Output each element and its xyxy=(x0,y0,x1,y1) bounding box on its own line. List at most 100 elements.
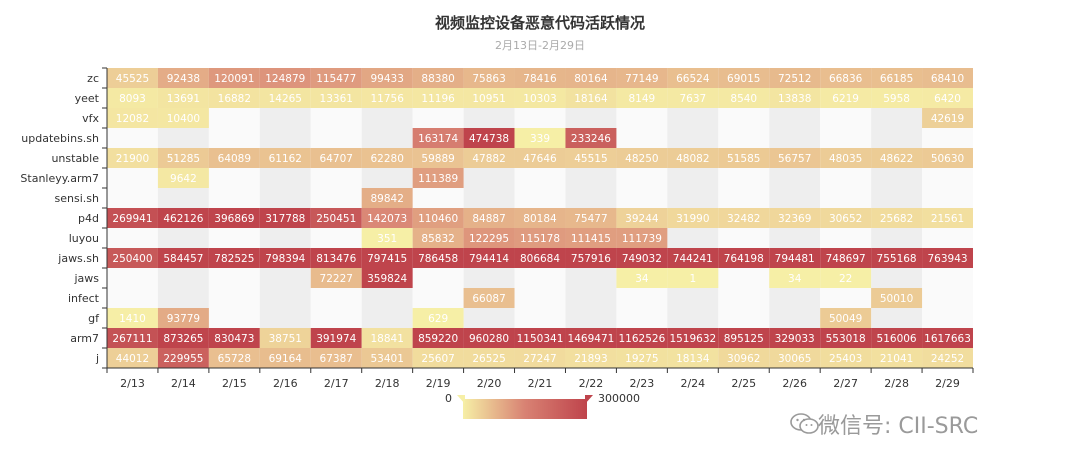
data-label: 8540 xyxy=(730,93,757,105)
data-label: 66087 xyxy=(472,293,505,305)
data-label: 24252 xyxy=(931,353,964,365)
heatmap-cell xyxy=(616,68,668,88)
heatmap-cell xyxy=(514,128,566,148)
data-label: 50010 xyxy=(880,293,913,305)
heatmap-cell xyxy=(310,348,362,368)
heatmap-cell xyxy=(565,348,617,368)
data-label: 59889 xyxy=(421,153,454,165)
data-label: 329033 xyxy=(775,333,815,345)
data-label: 30065 xyxy=(778,353,811,365)
heatmap-cell xyxy=(616,328,668,348)
data-label: 11196 xyxy=(421,93,455,105)
visual-map-handle-max[interactable] xyxy=(585,395,593,404)
heatmap-cell xyxy=(412,328,464,348)
heatmap-cell xyxy=(922,208,973,228)
data-label: 10400 xyxy=(167,113,200,125)
visual-map-min-label: 0 xyxy=(445,392,452,405)
y-tick-label: luyou xyxy=(69,232,99,245)
data-label: 25607 xyxy=(421,353,454,365)
heatmap-cell xyxy=(514,248,566,268)
wechat-icon xyxy=(790,413,819,434)
data-label: 269941 xyxy=(112,213,152,225)
heatmap-cell xyxy=(871,348,923,368)
y-tick-label: gf xyxy=(88,312,100,325)
data-label: 48250 xyxy=(625,153,658,165)
heatmap-cell xyxy=(616,88,668,108)
data-label: 124879 xyxy=(265,73,305,85)
data-label: 47646 xyxy=(523,153,557,165)
heatmap-cell xyxy=(259,148,311,168)
heatmap-cell xyxy=(412,68,464,88)
data-label: 34 xyxy=(788,273,802,285)
heatmap-cell xyxy=(514,208,566,228)
data-label: 30652 xyxy=(829,213,862,225)
data-label: 18134 xyxy=(676,353,710,365)
data-label: 72512 xyxy=(778,73,811,85)
data-label: 786458 xyxy=(418,253,458,265)
data-label: 61162 xyxy=(269,153,302,165)
data-label: 31990 xyxy=(676,213,709,225)
heatmap-cell xyxy=(871,328,923,348)
heatmap-cell xyxy=(667,208,719,228)
data-label: 859220 xyxy=(418,333,458,345)
heatmap-cell xyxy=(412,308,464,328)
y-tick-label: p4d xyxy=(78,212,99,225)
heatmap-cell xyxy=(361,268,413,288)
heatmap-cell xyxy=(514,328,566,348)
data-label: 629 xyxy=(428,313,448,325)
heatmap-cell xyxy=(412,88,464,108)
heatmap-cell xyxy=(871,248,923,268)
data-label: 755168 xyxy=(877,253,917,265)
data-label: 44012 xyxy=(116,353,149,365)
data-label: 21900 xyxy=(116,153,149,165)
data-label: 122295 xyxy=(469,233,509,245)
heatmap-cell xyxy=(259,88,311,108)
data-label: 39244 xyxy=(625,213,659,225)
data-label: 111739 xyxy=(622,233,662,245)
heatmap-cell xyxy=(259,208,311,228)
heatmap-cell xyxy=(157,168,209,188)
data-label: 80184 xyxy=(523,213,557,225)
heatmap-cell xyxy=(565,88,617,108)
data-label: 111415 xyxy=(571,233,611,245)
heatmap-cell xyxy=(871,208,923,228)
data-label: 763943 xyxy=(927,253,967,265)
heatmap-cell xyxy=(361,188,413,208)
data-label: 51585 xyxy=(727,153,760,165)
data-label: 115477 xyxy=(316,73,356,85)
heatmap-cell xyxy=(769,268,821,288)
heatmap-cell xyxy=(463,248,515,268)
heatmap-cell xyxy=(463,328,515,348)
data-label: 229955 xyxy=(163,353,203,365)
data-label: 32369 xyxy=(778,213,811,225)
heatmap-cell xyxy=(565,228,617,248)
heatmap-cell xyxy=(616,228,668,248)
x-tick-label: 2/29 xyxy=(935,377,960,390)
x-tick-label: 2/16 xyxy=(273,377,298,390)
heatmap-cell xyxy=(259,348,311,368)
heatmap-cell xyxy=(208,248,260,268)
data-label: 462126 xyxy=(163,213,203,225)
y-tick-label: vfx xyxy=(82,112,99,125)
data-label: 6219 xyxy=(832,93,859,105)
heatmap-cell xyxy=(361,248,413,268)
data-label: 38751 xyxy=(269,333,302,345)
x-tick-label: 2/24 xyxy=(680,377,705,390)
heatmap-cell xyxy=(463,288,515,308)
visual-map-handle-min[interactable] xyxy=(457,395,465,404)
data-label: 748697 xyxy=(826,253,866,265)
data-label: 51285 xyxy=(167,153,200,165)
heatmap-cell xyxy=(107,68,158,88)
heatmap-cell xyxy=(922,88,973,108)
heatmap-cell xyxy=(463,88,515,108)
heatmap-cell xyxy=(107,348,158,368)
data-label: 115178 xyxy=(520,233,560,245)
heatmap-cell xyxy=(157,88,209,108)
heatmap-cell xyxy=(565,128,617,148)
heatmap-cell xyxy=(208,68,260,88)
data-label: 93779 xyxy=(167,313,200,325)
data-label: 13361 xyxy=(320,93,353,105)
heatmap-cell xyxy=(361,208,413,228)
heatmap-cell xyxy=(820,68,872,88)
